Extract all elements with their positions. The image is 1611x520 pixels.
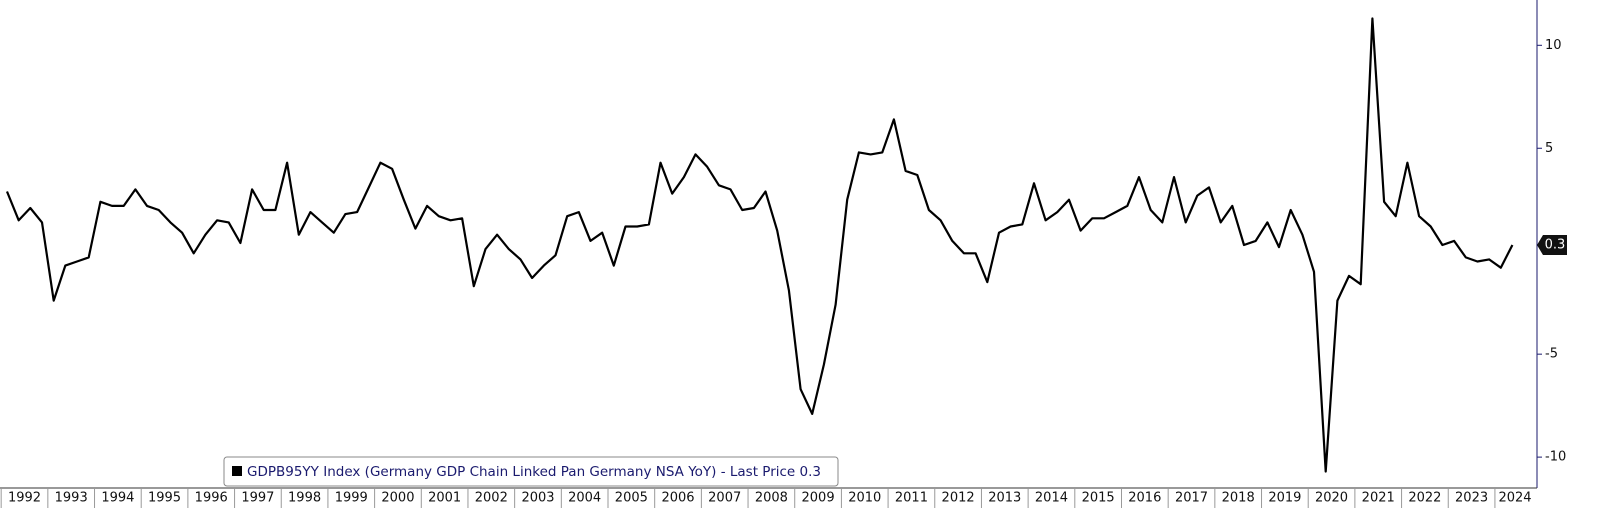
last-price-label: 0.3 (1545, 238, 1566, 253)
y-tick-label: -10 (1545, 450, 1566, 465)
x-tick-label: 2002 (475, 491, 508, 506)
x-tick-label: 2011 (895, 491, 928, 506)
legend: GDPB95YY Index (Germany GDP Chain Linked… (223, 456, 839, 487)
x-tick-label: 2003 (521, 491, 554, 506)
x-tick-label: 2006 (661, 491, 694, 506)
x-tick-label: 2008 (755, 491, 788, 506)
y-tick-label: 5 (1545, 141, 1553, 156)
x-tick-label: 2019 (1268, 491, 1301, 506)
x-tick-label: 2015 (1082, 491, 1115, 506)
x-tick-label: 1994 (101, 491, 134, 506)
x-tick-label: 2004 (568, 491, 601, 506)
x-tick-label: 2012 (942, 491, 975, 506)
x-tick-label: 2022 (1408, 491, 1441, 506)
legend-box (223, 456, 839, 487)
x-tick-label: 1993 (55, 491, 88, 506)
x-tick-label: 2020 (1315, 491, 1348, 506)
x-tick-label: 1996 (195, 491, 228, 506)
x-tick-label: 1992 (8, 491, 41, 506)
x-tick-label: 2010 (848, 491, 881, 506)
x-tick-label: 2009 (802, 491, 835, 506)
y-tick-label: 10 (1545, 38, 1562, 53)
x-tick-label: 2007 (708, 491, 741, 506)
x-tick-label: 1995 (148, 491, 181, 506)
x-tick-label: 2000 (381, 491, 414, 506)
legend-label: GDPB95YY Index (Germany GDP Chain Linked… (247, 464, 821, 480)
x-tick-label: 2016 (1128, 491, 1161, 506)
last-price-tag (1537, 235, 1567, 256)
x-tick-label: 1999 (335, 491, 368, 506)
x-tick-label: 1998 (288, 491, 321, 506)
x-tick-label: 2017 (1175, 491, 1208, 506)
x-tick-label: 2018 (1222, 491, 1255, 506)
x-tick-label: 2023 (1455, 491, 1488, 506)
legend-swatch (232, 466, 242, 476)
x-tick-label: 1997 (241, 491, 274, 506)
x-tick-label: 2001 (428, 491, 461, 506)
series-line (5, 17, 1514, 473)
x-tick-label: 2013 (988, 491, 1021, 506)
y-tick-label: -5 (1545, 347, 1558, 362)
x-tick-label: 2014 (1035, 491, 1068, 506)
x-tick-label: 2021 (1362, 491, 1395, 506)
x-tick-label: 2024 (1498, 491, 1531, 506)
x-tick-label: 2005 (615, 491, 648, 506)
